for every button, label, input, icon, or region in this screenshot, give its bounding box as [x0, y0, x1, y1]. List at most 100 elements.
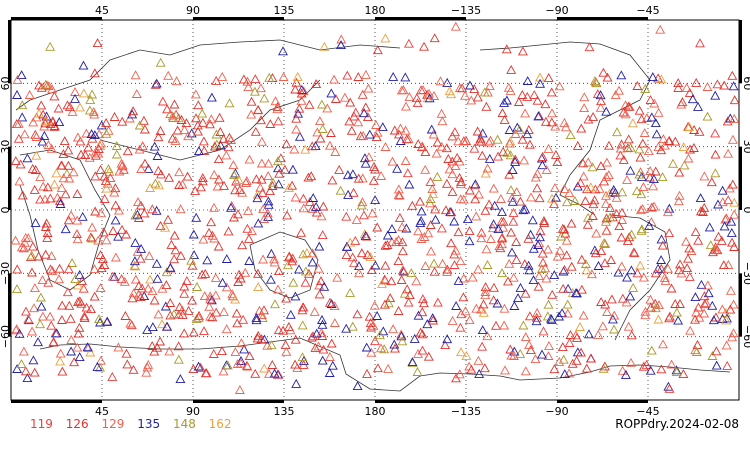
observation-triangle [128, 288, 139, 298]
observation-triangle [164, 346, 175, 356]
observation-triangle [282, 210, 293, 220]
observation-triangle [262, 340, 273, 350]
observation-triangle [119, 276, 130, 286]
observation-triangle [504, 124, 515, 134]
observation-triangle [541, 164, 552, 174]
observation-triangle [651, 129, 662, 139]
observation-triangle [45, 311, 56, 321]
observation-triangle [679, 160, 690, 170]
observation-triangle [292, 71, 303, 81]
observation-triangle [547, 108, 557, 118]
observation-triangle [30, 217, 41, 227]
observation-triangle [482, 331, 493, 341]
observation-triangle [300, 277, 311, 287]
observation-triangle [145, 182, 156, 192]
observation-triangle [199, 326, 209, 336]
observation-triangle [199, 145, 210, 155]
observation-triangle [335, 185, 346, 195]
observation-triangle [118, 164, 129, 174]
observation-triangle [313, 263, 324, 273]
observation-triangle [587, 162, 598, 172]
observation-triangle [478, 307, 489, 317]
observation-triangle [420, 164, 431, 174]
observation-triangle [370, 336, 380, 346]
observation-triangle [478, 299, 489, 309]
observation-triangle [297, 320, 308, 330]
observation-triangle [534, 271, 545, 281]
observation-triangle [564, 338, 575, 347]
observation-triangle [503, 82, 514, 92]
observation-triangle [297, 305, 308, 315]
observation-triangle [649, 201, 660, 211]
observation-triangle [475, 133, 486, 143]
observation-triangle [617, 293, 628, 303]
observation-triangle [575, 321, 585, 331]
observation-triangle [256, 309, 267, 319]
observation-triangle [380, 260, 391, 270]
observation-triangle [554, 81, 565, 91]
right-lat-label: 60 [741, 76, 750, 90]
observation-triangle [316, 99, 327, 109]
observation-triangle [278, 72, 289, 81]
observation-triangle [711, 346, 722, 356]
observation-triangle [54, 117, 65, 127]
observation-triangle [206, 92, 217, 102]
legend-item-162: 162 [208, 417, 232, 431]
observation-triangle [406, 268, 417, 278]
observation-triangle [559, 183, 570, 193]
observation-triangle [117, 224, 127, 234]
observation-triangle [640, 83, 651, 93]
observation-triangle [211, 139, 222, 149]
right-lat-label: 0 [741, 207, 750, 214]
observation-triangle [197, 176, 208, 186]
observation-triangle [111, 140, 122, 150]
observation-triangle [361, 342, 372, 352]
observation-triangle [63, 264, 74, 274]
observation-triangle [579, 92, 590, 102]
observation-triangle [424, 88, 434, 98]
observation-triangle [503, 276, 513, 286]
observation-triangle [326, 88, 337, 98]
observation-triangle [509, 346, 520, 356]
observation-triangle [586, 269, 597, 279]
observation-triangle [399, 288, 410, 298]
observation-triangle [432, 137, 443, 147]
observation-triangle [157, 96, 168, 106]
observation-triangle [54, 196, 65, 206]
observation-triangle [615, 143, 626, 153]
observation-triangle [258, 204, 269, 214]
observation-triangle [622, 272, 632, 282]
observation-triangle [173, 341, 184, 351]
observation-triangle [253, 105, 264, 115]
observation-triangle [244, 255, 255, 265]
observation-triangle [350, 107, 361, 117]
observation-triangle [546, 87, 557, 97]
observation-triangle [704, 222, 715, 232]
observation-triangle [82, 342, 93, 352]
observation-triangle [596, 161, 606, 171]
observation-triangle [198, 234, 209, 244]
observation-triangle [441, 178, 452, 188]
observation-triangle [186, 128, 197, 138]
observation-triangle [19, 129, 30, 139]
observation-triangle [121, 348, 132, 358]
observation-triangle [498, 222, 509, 232]
observation-triangle [718, 260, 729, 270]
observation-triangle [49, 121, 60, 131]
observation-triangle [387, 223, 397, 233]
observation-triangle [46, 143, 57, 153]
observation-triangle [161, 280, 172, 290]
observation-triangle [392, 163, 403, 173]
observation-triangle [61, 168, 72, 178]
observation-triangle [359, 210, 369, 220]
observation-triangle [192, 281, 202, 291]
observation-triangle [578, 310, 589, 320]
observation-triangle [233, 174, 244, 184]
observation-triangle [329, 301, 340, 311]
observation-triangle [204, 227, 214, 237]
observation-triangle [267, 359, 278, 369]
observation-triangle [713, 199, 723, 209]
observation-triangle [359, 108, 370, 118]
observation-triangle [379, 299, 390, 309]
